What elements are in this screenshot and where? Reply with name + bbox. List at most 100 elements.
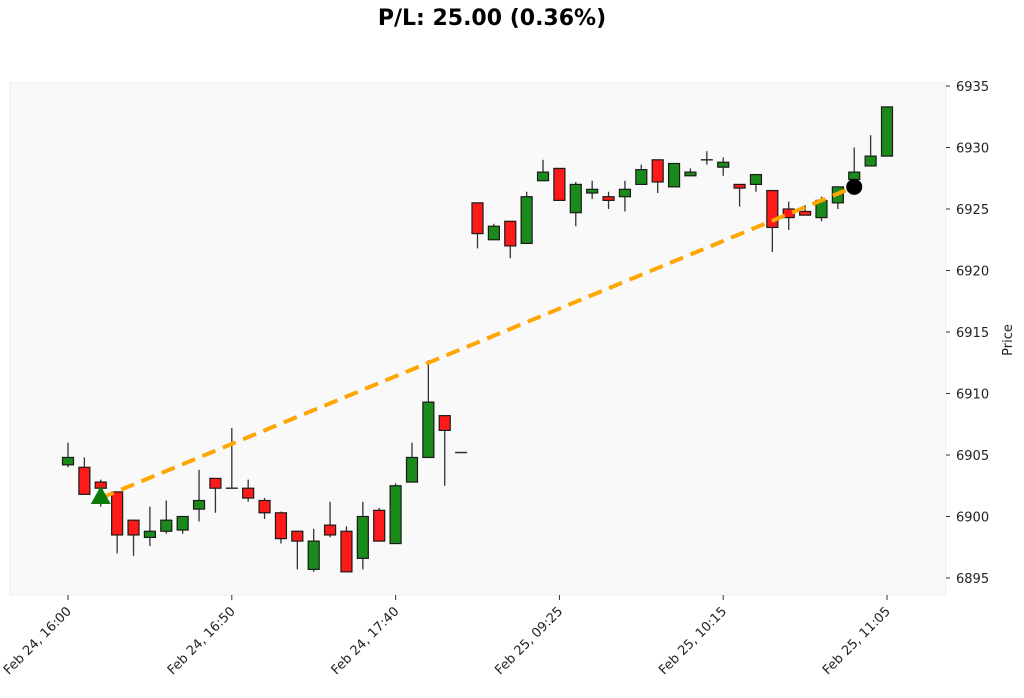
candle bbox=[61, 442, 75, 468]
exit-circle-icon bbox=[846, 178, 863, 195]
candle-body bbox=[618, 188, 632, 198]
candle bbox=[618, 180, 632, 212]
candle bbox=[389, 483, 402, 545]
candle bbox=[684, 168, 697, 177]
candle bbox=[504, 220, 517, 259]
candle-body bbox=[389, 485, 402, 545]
candle-body bbox=[651, 159, 664, 183]
candle bbox=[242, 479, 255, 502]
candle-body bbox=[340, 530, 353, 573]
candle-body bbox=[553, 167, 566, 201]
candle bbox=[405, 442, 419, 483]
candle-body bbox=[373, 509, 386, 542]
x-tick-label: Feb 24, 16:50 bbox=[165, 604, 239, 678]
candle bbox=[209, 477, 222, 513]
candle-body bbox=[684, 171, 697, 177]
candle-body bbox=[749, 173, 763, 185]
candle-body bbox=[438, 415, 451, 432]
candle bbox=[291, 530, 304, 570]
candle-body bbox=[586, 188, 599, 194]
candle bbox=[258, 498, 271, 519]
x-tick-label: Feb 24, 17:40 bbox=[329, 604, 403, 678]
x-tick-label: Feb 25, 09:25 bbox=[492, 604, 566, 678]
candle bbox=[274, 511, 288, 544]
candle bbox=[880, 106, 894, 157]
candle-body bbox=[258, 499, 271, 514]
candle-body bbox=[569, 183, 582, 214]
candle-body bbox=[536, 171, 550, 182]
candle-body bbox=[880, 106, 894, 157]
candle bbox=[422, 360, 435, 459]
candle-body bbox=[635, 169, 648, 185]
candle-body bbox=[798, 210, 812, 216]
candle bbox=[160, 500, 173, 534]
candle bbox=[340, 526, 353, 573]
candle bbox=[602, 191, 615, 209]
candle bbox=[225, 427, 238, 489]
candle bbox=[78, 457, 91, 495]
candle-body bbox=[111, 491, 124, 536]
candle-body bbox=[209, 477, 222, 489]
candle bbox=[471, 202, 484, 249]
trade-layer bbox=[90, 178, 863, 505]
candle-body bbox=[356, 515, 369, 559]
y-tick-label: 6920 bbox=[956, 265, 989, 280]
candle-body bbox=[864, 155, 877, 167]
candle-body bbox=[291, 530, 304, 542]
candle bbox=[111, 491, 124, 554]
candle bbox=[323, 501, 337, 538]
candle-body bbox=[602, 196, 615, 201]
y-tick-label: 6910 bbox=[956, 388, 989, 403]
entry-triangle-icon bbox=[90, 486, 111, 505]
y-tick-label: 6925 bbox=[956, 203, 989, 218]
candle-body bbox=[422, 401, 435, 459]
candle bbox=[356, 501, 369, 570]
candle bbox=[733, 183, 746, 207]
candle-body bbox=[176, 515, 189, 531]
candle-body bbox=[61, 456, 75, 466]
y-axis: 6895 6900 6905 6910 6915 6920 6925 6930 6935 bbox=[946, 80, 989, 587]
candle bbox=[438, 415, 451, 486]
candle bbox=[667, 162, 681, 188]
candle bbox=[651, 159, 664, 194]
candle bbox=[749, 173, 763, 192]
candle bbox=[176, 515, 189, 534]
trade-line bbox=[99, 185, 856, 500]
candle bbox=[143, 506, 156, 547]
y-tick-label: 6900 bbox=[956, 511, 989, 526]
candle-body bbox=[160, 519, 173, 532]
y-tick-label: 6930 bbox=[956, 142, 989, 157]
candle bbox=[553, 167, 566, 201]
candle bbox=[536, 159, 550, 182]
candle-body bbox=[78, 466, 91, 495]
x-axis: Feb 24, 16:00 Feb 24, 16:50 Feb 24, 17:40 F… bbox=[1, 595, 894, 678]
x-tick-label: Feb 25, 10:15 bbox=[656, 604, 730, 678]
candle-body bbox=[471, 202, 484, 235]
y-tick-label: 6915 bbox=[956, 326, 989, 341]
candle bbox=[569, 181, 582, 227]
candle bbox=[700, 151, 713, 165]
y-tick-label: 6905 bbox=[956, 449, 989, 464]
y-tick-label: 6935 bbox=[956, 80, 989, 95]
candle-body bbox=[127, 519, 140, 536]
candle-body bbox=[667, 162, 681, 188]
y-tick-label: 6895 bbox=[956, 572, 989, 587]
candle-body bbox=[405, 456, 419, 483]
candle-body bbox=[504, 220, 517, 247]
candle bbox=[192, 469, 206, 522]
candle-body bbox=[143, 530, 156, 539]
candle bbox=[864, 135, 877, 167]
candle-body bbox=[242, 487, 255, 499]
candle bbox=[487, 223, 500, 241]
candle-body bbox=[307, 540, 320, 570]
candle-body bbox=[487, 225, 500, 241]
candle bbox=[373, 507, 386, 542]
candle bbox=[307, 528, 320, 572]
x-tick-label: Feb 25, 11:05 bbox=[820, 604, 894, 678]
candle-body bbox=[192, 499, 206, 510]
candle bbox=[586, 180, 599, 200]
candle bbox=[717, 157, 730, 176]
candle-body bbox=[323, 524, 337, 536]
candle-body bbox=[274, 512, 288, 540]
